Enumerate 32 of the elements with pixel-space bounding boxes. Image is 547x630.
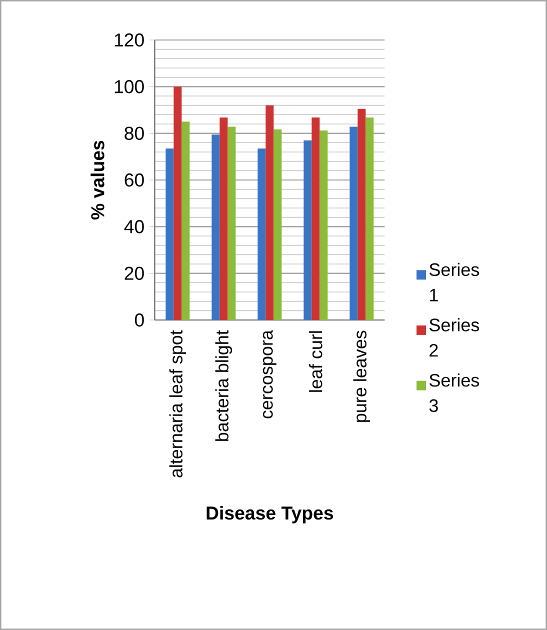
x-tick-label: pure leaves bbox=[353, 330, 370, 422]
bar bbox=[166, 148, 174, 320]
y-axis-title: % values bbox=[90, 140, 104, 220]
bar bbox=[182, 122, 190, 320]
bar bbox=[320, 130, 328, 320]
y-tick-label: 40 bbox=[124, 220, 144, 234]
bar bbox=[258, 148, 266, 320]
y-tick-label: 20 bbox=[124, 266, 144, 280]
bar bbox=[174, 86, 182, 320]
y-tick-label: 100 bbox=[114, 80, 144, 94]
x-tick-label: leaf curl bbox=[309, 331, 322, 392]
x-tick-label: alternaria leaf spot bbox=[169, 330, 186, 478]
bar bbox=[312, 117, 320, 320]
bar bbox=[350, 126, 358, 320]
x-axis-title: Disease Types bbox=[206, 506, 334, 524]
bar bbox=[274, 129, 282, 320]
legend-label: Series 3 bbox=[429, 373, 480, 412]
bar bbox=[366, 117, 374, 320]
x-tick-label: bacteria blight bbox=[215, 330, 232, 441]
bar bbox=[304, 140, 312, 320]
legend-label: Series 1 bbox=[429, 262, 480, 302]
bar bbox=[220, 117, 228, 320]
bar bbox=[358, 108, 366, 320]
bar bbox=[266, 105, 274, 320]
bar bbox=[228, 126, 236, 320]
y-tick-label: 120 bbox=[114, 33, 144, 47]
x-tick-label: cercospora bbox=[262, 330, 276, 418]
y-tick-label: 80 bbox=[124, 126, 144, 140]
bar bbox=[212, 134, 220, 320]
y-tick-label: 0 bbox=[134, 313, 144, 327]
y-tick-label: 60 bbox=[124, 173, 144, 187]
legend-label: Series 2 bbox=[429, 318, 480, 357]
